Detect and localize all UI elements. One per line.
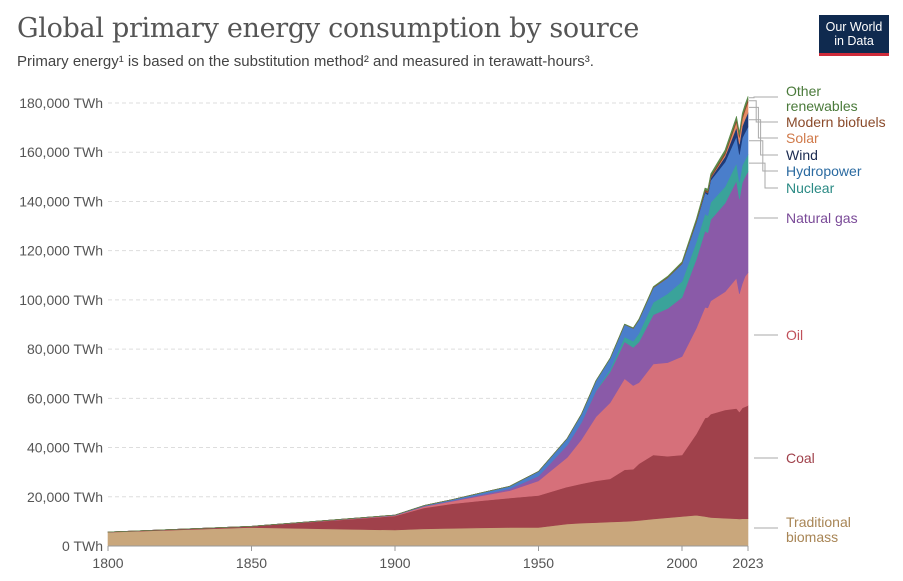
logo-line-1: Our World xyxy=(825,20,883,34)
legend-label-traditional-biomass: Traditional biomass xyxy=(786,514,851,545)
y-tick-label-40000: 40,000 TWh xyxy=(27,440,103,456)
legend-connector-modern-biofuels xyxy=(749,100,778,123)
legend-label-hydropower: Hydropower xyxy=(786,163,862,179)
y-tick-label-60000: 60,000 TWh xyxy=(27,390,103,406)
y-tick-label-0: 0 TWh xyxy=(62,538,103,554)
logo-line-2: in Data xyxy=(834,34,874,48)
x-tick-label-1800: 1800 xyxy=(92,555,123,571)
legend-connector-solar xyxy=(749,106,778,139)
legend-label-natural-gas: Natural gas xyxy=(786,210,858,226)
owid-logo[interactable]: Our World in Data xyxy=(819,15,889,56)
legend-label-modern-biofuels: Modern biofuels xyxy=(786,114,886,130)
y-tick-label-140000: 140,000 TWh xyxy=(19,193,103,209)
x-tick-label-2023: 2023 xyxy=(732,555,763,571)
y-tick-label-100000: 100,000 TWh xyxy=(19,292,103,308)
legend-connector-hydropower xyxy=(749,140,778,172)
y-tick-label-80000: 80,000 TWh xyxy=(27,341,103,357)
legend-label-other-renewables: Other renewables xyxy=(786,83,858,114)
y-tick-label-120000: 120,000 TWh xyxy=(19,243,103,259)
legend-connector-nuclear xyxy=(749,162,778,189)
x-tick-label-1850: 1850 xyxy=(236,555,267,571)
legend-connector-wind xyxy=(749,119,778,156)
x-tick-label-1950: 1950 xyxy=(523,555,554,571)
legend-label-nuclear: Nuclear xyxy=(786,180,835,196)
legend-label-oil: Oil xyxy=(786,327,803,343)
legend-label-wind: Wind xyxy=(786,147,818,163)
y-tick-label-20000: 20,000 TWh xyxy=(27,489,103,505)
chart-subtitle: Primary energy¹ is based on the substitu… xyxy=(17,53,594,70)
y-tick-label-160000: 160,000 TWh xyxy=(19,144,103,160)
chart-title: Global primary energy consumption by sou… xyxy=(17,13,640,44)
legend-label-solar: Solar xyxy=(786,130,819,146)
x-tick-label-2000: 2000 xyxy=(666,555,697,571)
y-tick-label-180000: 180,000 TWh xyxy=(19,95,103,111)
legend-connector-other-renewables xyxy=(749,96,778,99)
area-other-renewables xyxy=(107,96,749,533)
x-tick-label-1900: 1900 xyxy=(379,555,410,571)
legend-label-coal: Coal xyxy=(786,450,815,466)
